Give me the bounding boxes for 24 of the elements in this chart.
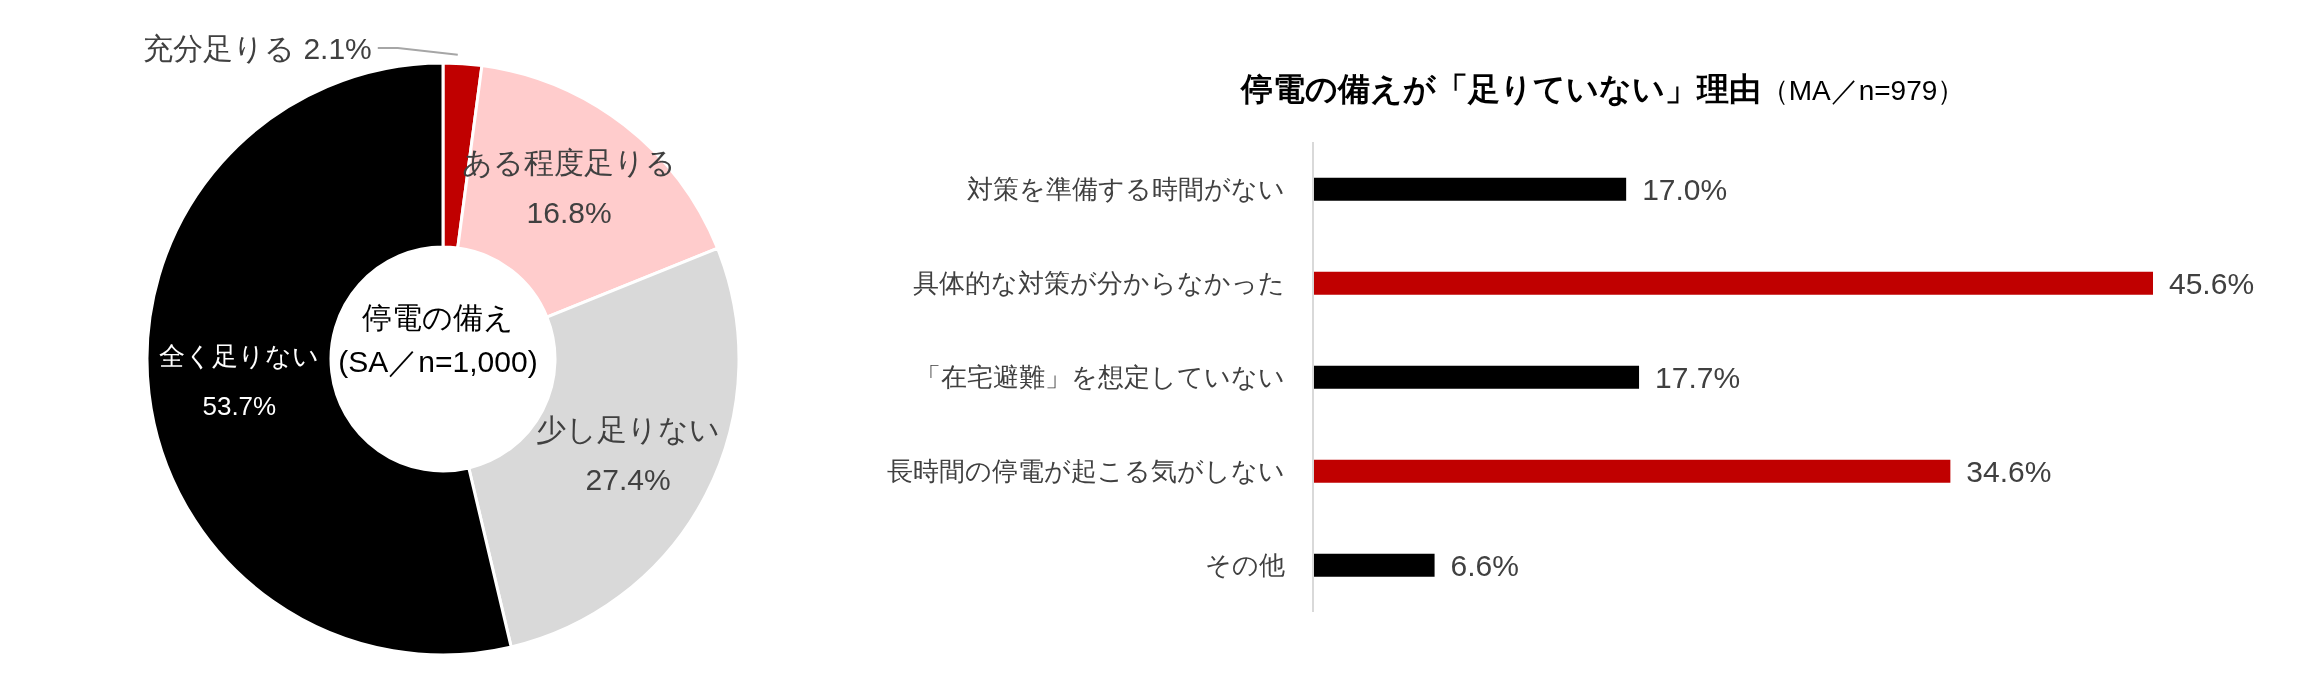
- bar: [1313, 553, 1435, 577]
- y-tick-label: 「在宅避難」を想定していない: [915, 362, 1285, 393]
- slice-label: 少し足りない: [536, 413, 721, 447]
- chart-subtitle: （MA／n=979）: [1760, 75, 1966, 106]
- bar: [1313, 271, 2153, 295]
- data-label: 27.4%: [585, 463, 671, 497]
- chart-title: 停電の備えが「足りていない」理由: [1240, 71, 1761, 107]
- data-label: 6.6%: [1450, 548, 1519, 582]
- data-label: 16.8%: [526, 195, 612, 229]
- y-tick-label: 具体的な対策が分からなかった: [913, 268, 1285, 299]
- y-tick-label: その他: [1205, 550, 1285, 581]
- text: 停電の備え (SA／n=1,000): [338, 301, 538, 378]
- data-label: 17.7%: [1655, 360, 1741, 394]
- slice-label: 全く足りない: [159, 341, 320, 372]
- bar: [1313, 365, 1640, 389]
- y-tick-label: 長時間の停電が起こる気がしない: [887, 456, 1285, 487]
- data-label: 45.6%: [2169, 266, 2255, 300]
- data-label: 17.0%: [1642, 172, 1728, 206]
- bar: [1313, 177, 1627, 201]
- bar: [1313, 459, 1951, 483]
- slice-label: 充分足りる 2.1%: [143, 31, 372, 65]
- data-label: 34.6%: [1966, 454, 2052, 488]
- data-label: 53.7%: [202, 391, 277, 422]
- y-tick-label: 対策を準備する時間がない: [967, 174, 1285, 205]
